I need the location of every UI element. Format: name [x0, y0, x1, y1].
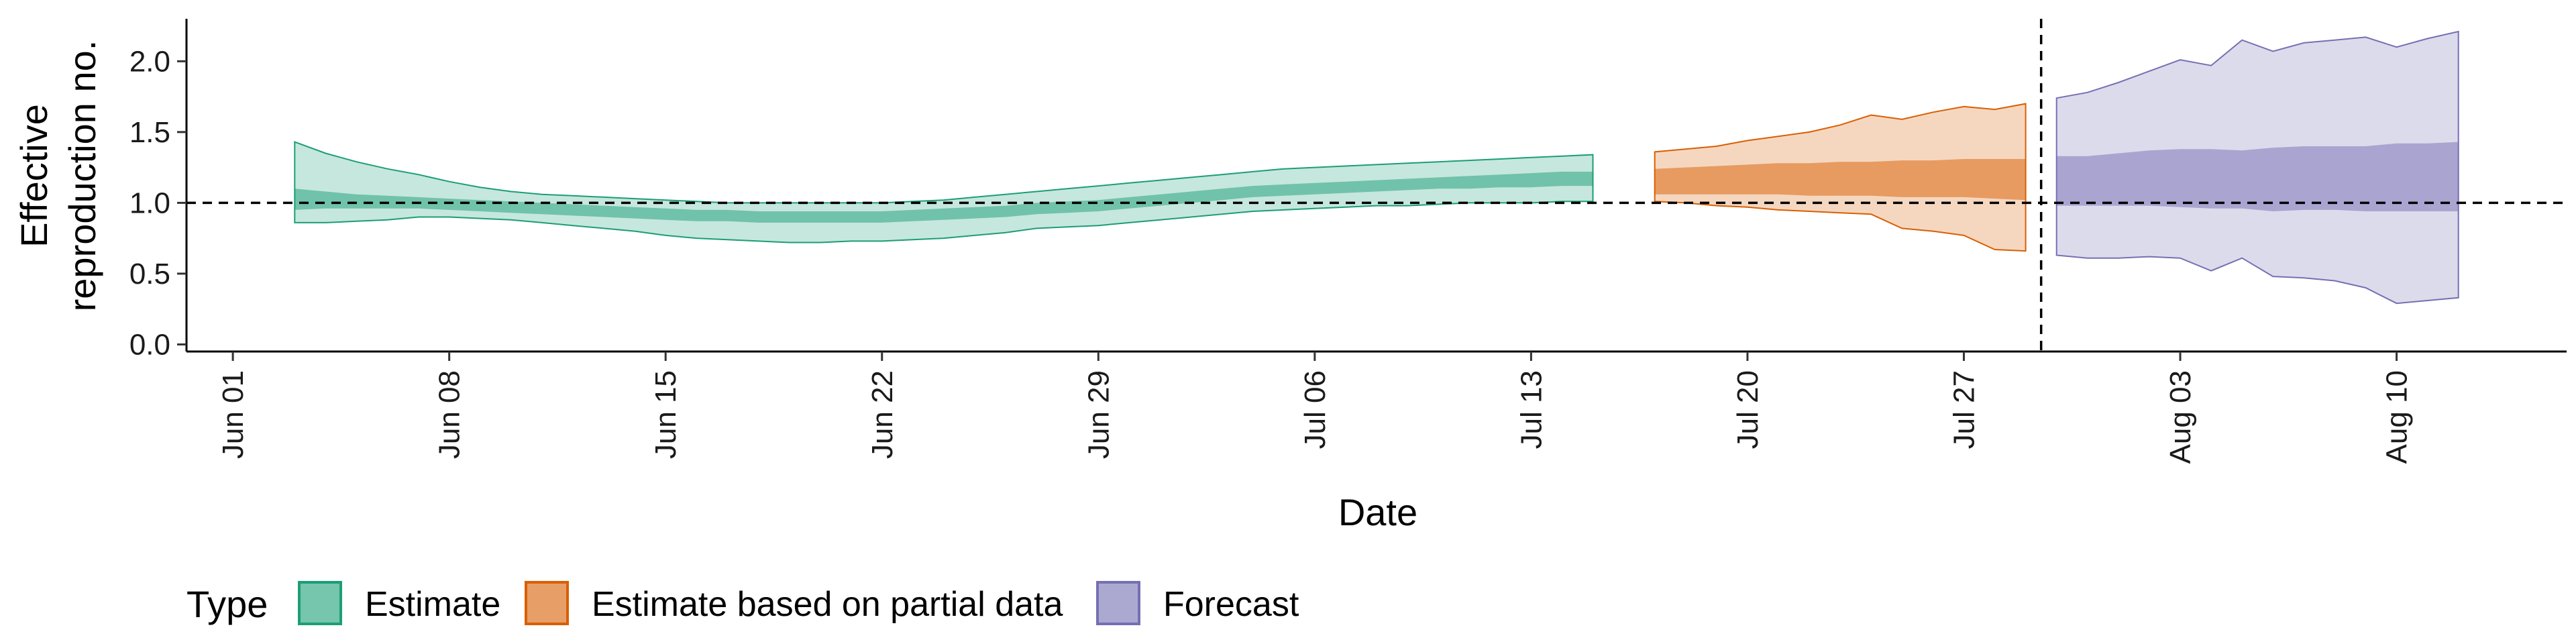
x-tick-label: Aug 10	[2381, 370, 2414, 464]
legend-item-estimate: Estimate	[298, 581, 500, 625]
series-estimate	[294, 141, 1594, 244]
x-tick-label: Aug 03	[2164, 370, 2197, 464]
legend-swatch-estimate-based-on-partial-data	[525, 581, 569, 625]
legend-swatch-estimate	[298, 581, 342, 625]
estimate-bands	[294, 30, 2459, 305]
y-tick-label: 1.5	[129, 116, 170, 149]
y-axis-title-line2: reproduction no.	[61, 40, 103, 312]
x-tick-label: Jun 15	[649, 370, 682, 459]
legend-item-estimate-based-on-partial-data: Estimate based on partial data	[525, 581, 1063, 625]
legend-items: Estimate Estimate based on partial data Fo…	[298, 581, 1299, 625]
reference-lines	[186, 19, 2567, 352]
series-forecast	[2055, 30, 2459, 305]
y-axis-title-line1: Effective	[13, 104, 55, 248]
x-tick-label: Jun 08	[433, 370, 466, 459]
x-tick-label: Jun 01	[217, 370, 250, 459]
legend-title: Type	[186, 583, 268, 625]
x-tick-label: Jun 29	[1082, 370, 1115, 459]
band-50-estimate-based-on-partial-data	[1654, 159, 2026, 201]
x-tick-label: Jul 06	[1299, 370, 1332, 449]
y-tick-label: 2.0	[129, 45, 170, 78]
x-tick-label: Jul 13	[1515, 370, 1548, 449]
legend-label-estimate-based-on-partial-data: Estimate based on partial data	[592, 585, 1063, 624]
legend: Type Estimate Estimate based on partial d…	[186, 581, 1299, 625]
band-50-forecast	[2056, 142, 2459, 211]
legend-item-forecast: Forecast	[1096, 581, 1299, 625]
x-tick-label: Jul 20	[1731, 370, 1764, 449]
x-tick-label: Jul 27	[1948, 370, 1981, 449]
y-tick-label: 1.0	[129, 186, 170, 219]
legend-swatch-forecast	[1096, 581, 1140, 625]
x-axis-title: Date	[1338, 491, 1417, 533]
y-tick-label: 0.5	[129, 258, 170, 290]
series-estimate-based-on-partial-data	[1654, 103, 2027, 252]
band-50-estimate	[294, 171, 1593, 223]
legend-label-forecast: Forecast	[1163, 585, 1299, 624]
legend-label-estimate: Estimate	[365, 585, 500, 624]
band-90-estimate	[294, 141, 1594, 244]
y-tick-label: 0.0	[129, 328, 170, 361]
axes: 0.0 0.5 1.0 1.5 2.0 Jun 01 Jun 08 Jun 15 Jun 22 J…	[129, 19, 2567, 464]
x-tick-label: Jun 22	[866, 370, 899, 459]
